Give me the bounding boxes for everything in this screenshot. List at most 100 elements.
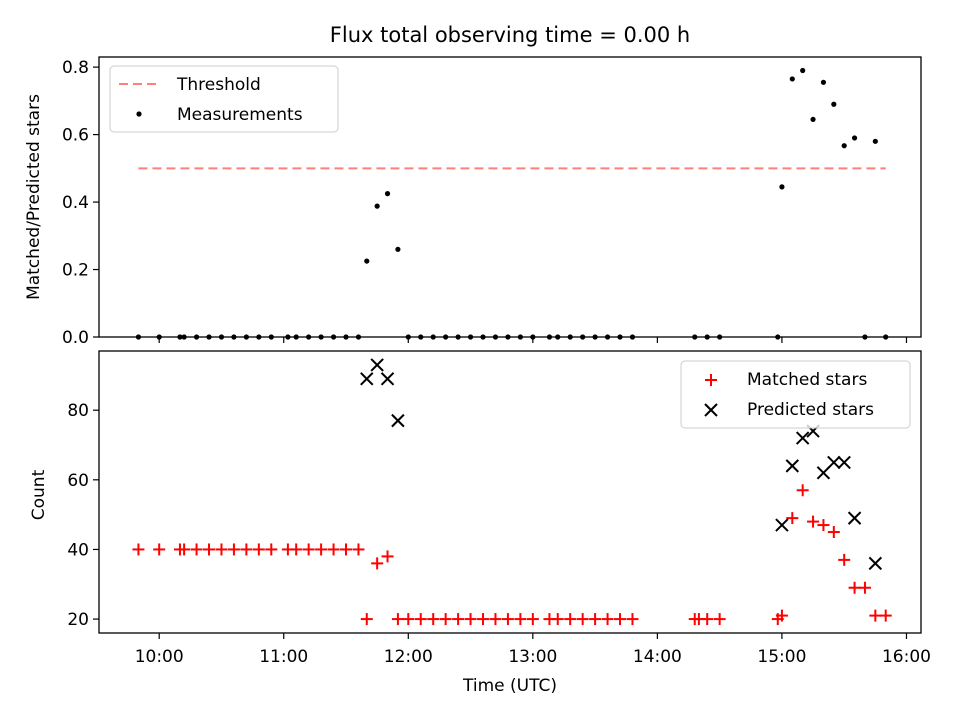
- matched-point: [427, 613, 440, 626]
- measurement-point: [779, 184, 785, 190]
- measurement-point: [872, 138, 878, 144]
- bottom-y-ticks: 20 40 60 80: [67, 401, 99, 630]
- matched-point: [290, 543, 303, 556]
- top-y-tick-label: 0.6: [62, 126, 89, 146]
- matched-point: [352, 543, 365, 556]
- bottom-legend-box: [680, 360, 911, 429]
- measurement-point: [364, 258, 370, 264]
- bottom-y-tick-label: 60: [67, 471, 89, 491]
- matched-point: [227, 543, 240, 556]
- matched-point: [464, 613, 477, 626]
- matched-point: [576, 613, 589, 626]
- matched-point: [827, 526, 840, 539]
- x-axis-label: Time (UTC): [462, 676, 557, 696]
- predicted-point: [827, 455, 841, 470]
- legend-predicted-label: Predicted stars: [747, 400, 874, 420]
- matched-point: [775, 609, 788, 622]
- top-axes-frame: [98, 56, 922, 338]
- legend-threshold-label: Threshold: [176, 75, 261, 95]
- top-y-tick-label: 0.2: [62, 261, 89, 281]
- predicted-point: [360, 372, 374, 386]
- matched-point: [315, 543, 328, 556]
- matched-point: [371, 557, 384, 570]
- matched-point: [178, 543, 191, 556]
- matched-point: [240, 543, 253, 556]
- matched-point: [414, 613, 427, 626]
- matched-point: [452, 613, 465, 626]
- predicted-point: [391, 413, 405, 428]
- matched-point: [713, 613, 726, 626]
- legend-matched-label: Matched stars: [747, 370, 867, 390]
- x-tick-label: 13:00: [508, 647, 557, 667]
- predicted-point: [775, 518, 789, 532]
- predicted-point: [380, 372, 395, 386]
- matched-point: [391, 613, 404, 626]
- matched-point: [340, 543, 353, 556]
- matched-point: [614, 613, 627, 626]
- top-y-axis-label: Matched/Predicted stars: [24, 94, 44, 300]
- matched-point: [327, 543, 340, 556]
- x-tick-label: 11:00: [259, 647, 308, 667]
- measurement-point: [841, 143, 847, 149]
- x-tick-label: 16:00: [882, 647, 931, 667]
- measurement-point: [851, 135, 858, 141]
- top-y-tick-label: 0.0: [62, 328, 89, 348]
- matched-point: [879, 609, 892, 622]
- legend-matched-swatch: [705, 374, 717, 386]
- legend-matched-marker: [705, 374, 717, 386]
- measurement-point: [810, 116, 816, 123]
- x-tick-label: 10:00: [135, 647, 184, 667]
- matched-point: [360, 613, 373, 626]
- matched-point: [626, 613, 639, 626]
- matched-point: [381, 550, 394, 563]
- predicted-point: [868, 556, 883, 571]
- top-legend-box: [109, 65, 339, 133]
- matched-point: [501, 613, 514, 626]
- bottom-y-axis-label: Count: [29, 469, 49, 520]
- measurement-point: [374, 203, 380, 209]
- measurement-point: [820, 79, 827, 85]
- matched-point: [858, 581, 871, 594]
- matched-point: [807, 515, 820, 528]
- bottom-axes-frame: [98, 350, 922, 634]
- predicted-point: [837, 455, 851, 470]
- matched-point: [489, 613, 502, 626]
- legend-predicted-marker: [704, 403, 718, 417]
- matched-point: [132, 543, 145, 556]
- matched-point: [203, 543, 216, 556]
- chart-title: Flux total observing time = 0.00 h: [330, 23, 690, 47]
- matched-point: [786, 512, 799, 525]
- bottom-legend: Matched stars Predicted stars: [680, 360, 911, 429]
- matched-point: [439, 613, 452, 626]
- matched-point: [601, 613, 614, 626]
- bottom-x-ticks: 10:00 11:00 12:00 13:00 14:00 15:00 16:00: [135, 633, 931, 667]
- bottom-y-tick-label: 20: [67, 610, 89, 630]
- matched-point: [153, 543, 166, 556]
- matched-point: [848, 581, 861, 594]
- top-y-tick-label: 0.4: [62, 193, 89, 213]
- matched-point: [817, 519, 830, 532]
- measurement-point: [831, 101, 837, 107]
- x-tick-label: 14:00: [633, 647, 682, 667]
- top-y-tick-label: 0.8: [62, 58, 89, 78]
- measurement-point: [800, 67, 806, 74]
- measurement-point: [395, 246, 401, 252]
- bottom-y-tick-label: 40: [67, 540, 89, 560]
- matched-point: [551, 613, 564, 626]
- top-panel: Matched/Predicted stars 0.00.20.40.60.8 …: [24, 56, 922, 348]
- predicted-point: [847, 511, 862, 525]
- x-tick-label: 15:00: [757, 647, 806, 667]
- matched-point: [838, 553, 851, 566]
- matched-point: [514, 613, 527, 626]
- matched-point: [869, 609, 882, 622]
- top-legend: Threshold Measurements: [109, 65, 339, 133]
- predicted-point: [795, 431, 810, 445]
- matched-point: [190, 543, 203, 556]
- matched-point: [402, 613, 415, 626]
- matched-point: [701, 613, 714, 626]
- x-tick-label: 12:00: [384, 647, 433, 667]
- bottom-y-tick-label: 80: [67, 401, 89, 421]
- bottom-panel: Count Time (UTC) 20 40 60 80 10:00 11:00 12:0…: [29, 350, 931, 696]
- matched-point: [589, 613, 602, 626]
